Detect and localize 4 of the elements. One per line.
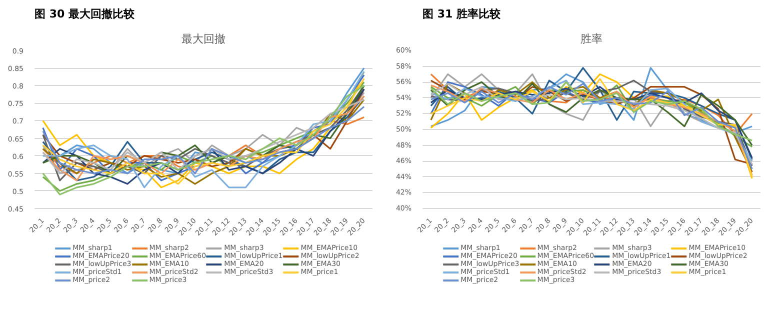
chart-subtitle: 最大回撤: [182, 32, 226, 46]
chart-title: 图 30 最大回撤比较: [34, 8, 136, 20]
chart-title: 图 31 胜率比较: [422, 8, 502, 20]
chart-subtitle: 胜率: [580, 32, 602, 46]
